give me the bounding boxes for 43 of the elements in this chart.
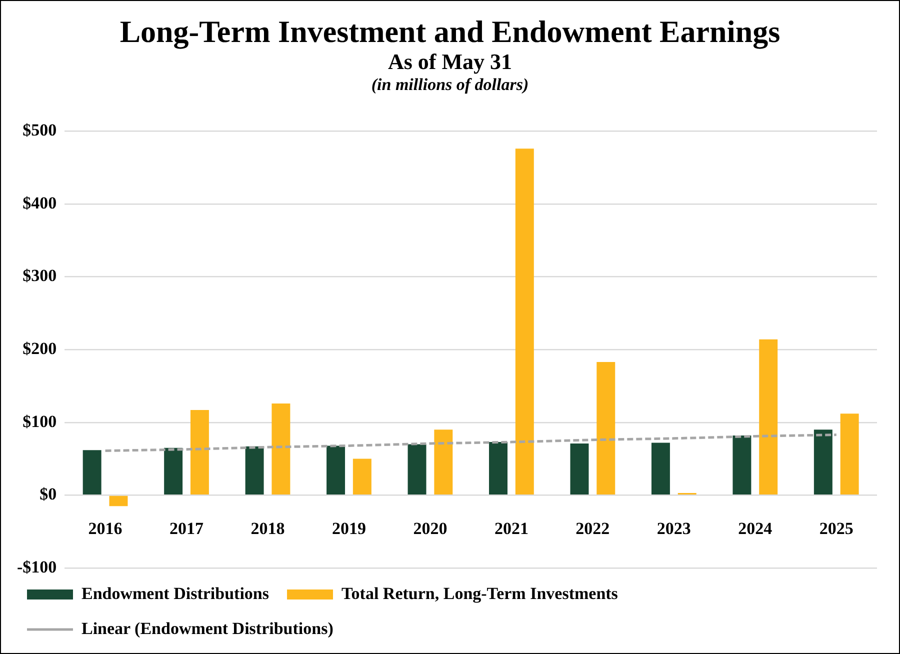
bar bbox=[651, 442, 670, 495]
y-tick-label: $300 bbox=[22, 266, 57, 286]
bar bbox=[352, 458, 372, 495]
chart-subtitle: As of May 31 bbox=[386, 49, 514, 74]
bar bbox=[596, 362, 616, 495]
x-tick-label: 2022 bbox=[576, 518, 610, 538]
x-tick-label: 2020 bbox=[413, 518, 448, 538]
legend-label: Total Return, Long-Term Investments bbox=[342, 584, 618, 603]
line-series bbox=[104, 434, 838, 452]
bar bbox=[515, 148, 534, 495]
bar bbox=[840, 414, 859, 495]
bar bbox=[759, 339, 778, 495]
bar bbox=[245, 446, 264, 495]
bar bbox=[570, 444, 589, 495]
y-tick-label: $500 bbox=[22, 120, 57, 140]
x-tick-label: 2025 bbox=[819, 518, 854, 538]
x-tick-label: 2023 bbox=[656, 518, 691, 538]
bar bbox=[408, 444, 426, 495]
y-tick-label: $200 bbox=[22, 338, 57, 358]
x-tick-label: 2021 bbox=[494, 518, 528, 538]
x-tick-label: 2016 bbox=[88, 518, 122, 538]
legend-label: Endowment Distributions bbox=[82, 584, 270, 603]
x-tick-label: 2024 bbox=[738, 518, 773, 538]
x-tick-label: 2017 bbox=[170, 518, 204, 538]
text: (in millions of dollars) bbox=[370, 74, 530, 96]
bar bbox=[434, 430, 453, 495]
y-tick-label: -$100 bbox=[16, 557, 57, 576]
bar bbox=[164, 448, 183, 495]
y-tick-label: $100 bbox=[22, 412, 57, 431]
y-tick-label: $400 bbox=[22, 193, 57, 212]
bar bbox=[109, 496, 128, 506]
bar bbox=[489, 442, 508, 495]
bar bbox=[82, 450, 102, 495]
bar bbox=[190, 410, 209, 495]
bar bbox=[732, 436, 752, 495]
y-tick-label: $0 bbox=[40, 484, 57, 504]
bar bbox=[814, 430, 832, 495]
x-tick-label: 2019 bbox=[332, 518, 366, 538]
bar bbox=[326, 446, 346, 495]
x-tick-label: 2018 bbox=[250, 518, 285, 538]
chart-title: Long-Term Investment and Endowment Earnings bbox=[118, 14, 782, 49]
bar bbox=[272, 403, 290, 495]
legend-label: Linear (Endowment Distributions) bbox=[82, 618, 334, 638]
